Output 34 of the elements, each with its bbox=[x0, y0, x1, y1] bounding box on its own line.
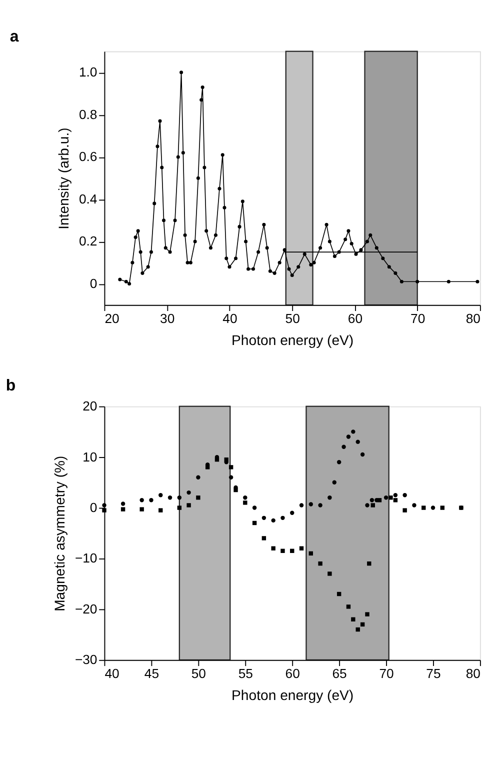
x-tick-label: 20 bbox=[104, 311, 120, 326]
y-tick-label: −20 bbox=[74, 601, 98, 616]
x-tick-label: 70 bbox=[410, 311, 426, 326]
x-tick-label: 60 bbox=[348, 311, 363, 326]
y-tick-label: 0 bbox=[90, 500, 98, 515]
y-tick-label: −10 bbox=[74, 550, 98, 566]
y-tick-label: 0.8 bbox=[78, 106, 98, 122]
x-tick-label: 45 bbox=[144, 666, 159, 682]
x-tick-label: 75 bbox=[426, 666, 441, 682]
y-tick-label: 0.6 bbox=[78, 149, 98, 164]
y-tick-label: 0.2 bbox=[78, 234, 98, 249]
y-tick-label: 10 bbox=[82, 449, 98, 464]
y-tick-label: 0 bbox=[90, 276, 98, 291]
x-tick-label: 50 bbox=[191, 666, 206, 682]
y-tick-label: 0.4 bbox=[78, 191, 98, 206]
y-tick-label: 20 bbox=[82, 398, 98, 414]
x-tick-label: 50 bbox=[285, 311, 300, 326]
x-tick-label: 40 bbox=[222, 311, 238, 326]
x-tick-label: 55 bbox=[238, 666, 253, 682]
x-tick-label: 40 bbox=[104, 666, 120, 682]
y-axis-title: Magnetic asymmetry (%) bbox=[52, 456, 68, 612]
y-tick-label: −30 bbox=[74, 652, 98, 668]
chart-title: a bbox=[10, 28, 19, 46]
x-axis-title: Photon energy (eV) bbox=[232, 332, 354, 348]
x-tick-label: 60 bbox=[285, 666, 300, 682]
y-axis-title: Intensity (arb.u.) bbox=[56, 128, 72, 230]
chart-title: b bbox=[6, 377, 16, 394]
x-tick-label: 30 bbox=[160, 311, 175, 326]
x-tick-label: 65 bbox=[332, 666, 347, 682]
x-tick-label: 70 bbox=[379, 666, 394, 682]
x-tick-label: 80 bbox=[466, 666, 480, 682]
x-tick-label: 80 bbox=[466, 311, 480, 326]
y-tick-label: 1.0 bbox=[78, 64, 98, 80]
x-axis-title: Photon energy (eV) bbox=[232, 686, 354, 703]
